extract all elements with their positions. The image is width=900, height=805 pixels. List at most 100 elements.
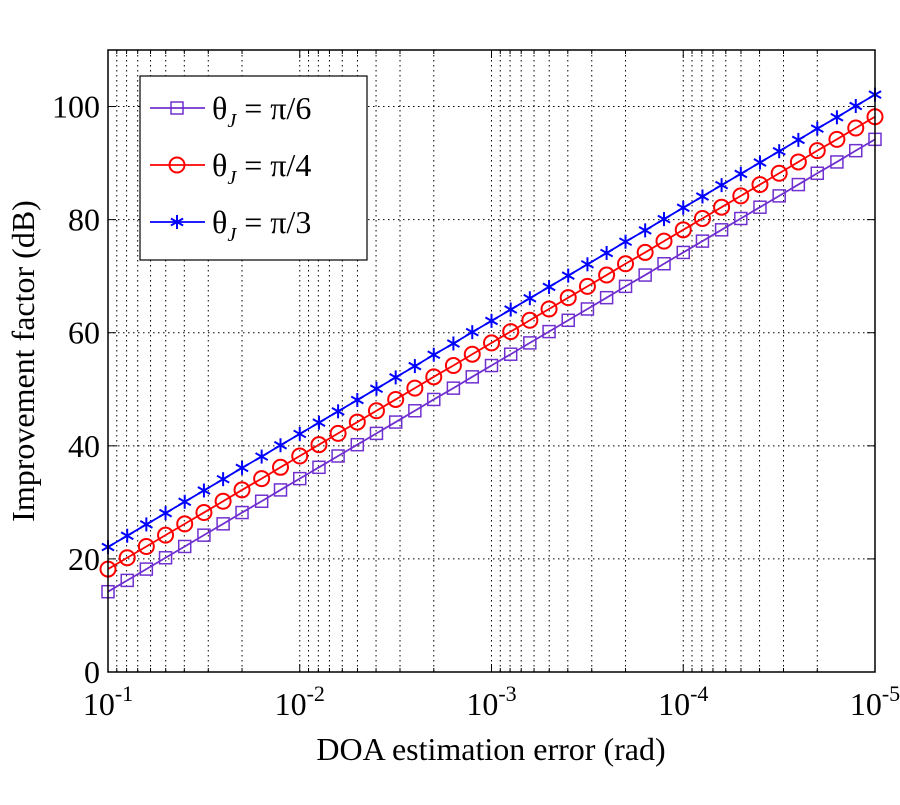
asterisk-stroke bbox=[810, 124, 824, 133]
legend-subscript: J bbox=[227, 224, 237, 246]
circle-marker bbox=[847, 119, 865, 137]
asterisk-marker bbox=[523, 291, 537, 306]
square-marker bbox=[177, 539, 192, 554]
legend: θJ = π/6θJ = π/4θJ = π/3 bbox=[139, 75, 368, 261]
asterisk-stroke bbox=[120, 531, 134, 541]
asterisk-marker bbox=[427, 347, 441, 362]
square-marker bbox=[446, 381, 461, 395]
x-tick-label: 10-5 bbox=[850, 681, 900, 722]
x-tick-base: 10 bbox=[850, 686, 882, 722]
asterisk-marker bbox=[504, 302, 518, 317]
circle-marker bbox=[329, 424, 347, 442]
square-marker bbox=[695, 234, 710, 248]
legend-entry-label: θJ = π/3 bbox=[212, 204, 311, 246]
square-marker bbox=[235, 505, 249, 520]
square-marker bbox=[254, 494, 269, 508]
asterisk-stroke bbox=[350, 395, 364, 405]
asterisk-stroke bbox=[561, 271, 575, 280]
asterisk-stroke bbox=[446, 339, 461, 348]
circle-marker bbox=[808, 142, 826, 160]
x-tick-label: 10-4 bbox=[658, 681, 708, 722]
square-marker bbox=[753, 200, 767, 214]
asterisk-stroke bbox=[600, 248, 614, 258]
asterisk-stroke bbox=[170, 217, 184, 227]
circle-marker bbox=[655, 232, 673, 250]
circle-marker bbox=[713, 198, 731, 216]
square-marker bbox=[810, 166, 825, 181]
asterisk-stroke bbox=[753, 158, 767, 167]
asterisk-stroke bbox=[293, 429, 307, 439]
x-tick-exponent: -3 bbox=[498, 681, 516, 706]
square-marker bbox=[580, 302, 595, 316]
asterisk-stroke bbox=[542, 282, 556, 292]
square-marker bbox=[427, 392, 441, 407]
asterisk-marker bbox=[600, 245, 614, 260]
y-tick-label: 0 bbox=[84, 654, 100, 690]
circle-marker bbox=[483, 334, 500, 352]
circle-marker bbox=[502, 323, 520, 341]
y-tick-label: 40 bbox=[68, 428, 100, 464]
square-marker bbox=[657, 256, 671, 271]
square-marker bbox=[676, 245, 690, 260]
circle-marker bbox=[598, 266, 616, 284]
asterisk-stroke bbox=[139, 520, 153, 529]
asterisk-marker bbox=[273, 438, 288, 453]
square-marker bbox=[197, 528, 211, 542]
grid bbox=[107, 50, 876, 673]
asterisk-marker bbox=[791, 132, 805, 147]
asterisk-marker bbox=[561, 268, 575, 283]
asterisk-stroke bbox=[657, 214, 671, 224]
asterisk-stroke bbox=[772, 146, 786, 156]
circle-marker bbox=[789, 153, 807, 171]
asterisk-marker bbox=[158, 506, 173, 521]
square-marker bbox=[331, 449, 345, 463]
circle-marker bbox=[559, 289, 577, 307]
asterisk-stroke bbox=[178, 497, 192, 507]
x-tick-exponent: -2 bbox=[307, 681, 325, 706]
asterisk-stroke bbox=[197, 486, 211, 495]
square-marker bbox=[523, 336, 537, 350]
square-marker bbox=[791, 177, 806, 192]
asterisk-stroke bbox=[695, 192, 710, 201]
series-group bbox=[99, 87, 884, 599]
asterisk-marker bbox=[197, 483, 211, 498]
x-tick-exponent: -5 bbox=[882, 681, 900, 706]
asterisk-marker bbox=[120, 528, 134, 543]
circle-marker bbox=[367, 402, 385, 420]
circle-marker bbox=[253, 470, 271, 488]
asterisk-stroke bbox=[216, 474, 230, 484]
asterisk-marker bbox=[216, 472, 230, 487]
legend-symbol: θ bbox=[212, 147, 227, 183]
asterisk-marker bbox=[139, 517, 153, 532]
circle-marker bbox=[425, 368, 443, 386]
asterisk-marker bbox=[810, 121, 824, 136]
circle-marker bbox=[463, 345, 481, 363]
legend-entry-label: θJ = π/6 bbox=[212, 90, 311, 132]
circle-marker bbox=[617, 255, 635, 273]
square-marker bbox=[772, 189, 786, 203]
asterisk-stroke bbox=[830, 112, 844, 122]
x-tick-label: 10-2 bbox=[275, 681, 325, 722]
asterisk-stroke bbox=[465, 327, 479, 337]
square-marker bbox=[312, 460, 326, 475]
asterisk-marker bbox=[235, 460, 249, 475]
asterisk-marker bbox=[312, 415, 326, 430]
circle-marker bbox=[751, 176, 769, 194]
circle-marker bbox=[828, 130, 846, 148]
square-marker bbox=[273, 483, 288, 497]
circle-marker bbox=[387, 390, 405, 408]
square-marker bbox=[158, 551, 173, 565]
square-marker bbox=[216, 517, 230, 531]
asterisk-stroke bbox=[484, 316, 499, 326]
circle-marker bbox=[578, 277, 596, 295]
asterisk-marker bbox=[734, 166, 748, 181]
asterisk-marker bbox=[484, 313, 499, 328]
asterisk-marker bbox=[638, 223, 652, 238]
circle-marker bbox=[540, 300, 558, 318]
square-marker bbox=[849, 143, 863, 158]
square-marker bbox=[830, 155, 844, 169]
square-marker bbox=[388, 415, 403, 429]
square-marker bbox=[120, 573, 134, 588]
asterisk-stroke bbox=[676, 203, 690, 213]
square-marker bbox=[714, 223, 729, 237]
